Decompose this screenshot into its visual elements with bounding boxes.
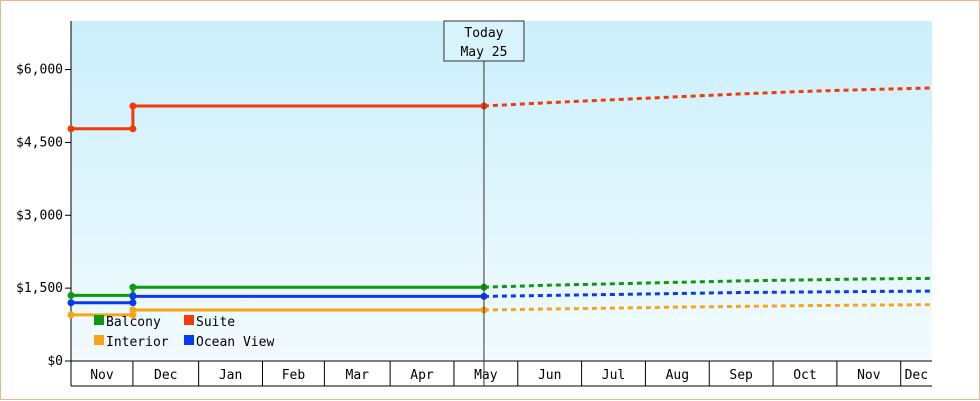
data-point [67,299,75,307]
month-label: Dec [154,368,177,383]
legend-label: Interior [106,335,169,350]
series-actual-line [71,104,484,131]
legend-label: Balcony [106,315,161,330]
series-forecast-line [483,289,933,298]
today-marker: Today May 25 [443,20,525,386]
data-point [129,299,137,307]
month-label: Apr [410,368,434,383]
legend-swatch [94,315,104,325]
series-layer [67,86,933,319]
month-label: Jan [219,368,242,383]
series-interior [67,303,933,319]
data-point [67,311,75,319]
month-label: Jun [538,368,561,383]
legend-label: Suite [196,315,235,330]
month-label: Dec [905,368,928,383]
y-tick-label: $0 [47,354,63,369]
month-label: Sep [729,368,753,383]
data-point [129,102,137,110]
data-point [67,125,75,133]
today-label: Today [464,26,503,41]
data-point [129,292,137,300]
today-date: May 25 [460,45,507,60]
y-axis: $0 $1,500 $3,000 $4,500 $6,000 [16,21,72,369]
data-point [129,311,137,319]
legend-swatch [184,315,194,325]
x-axis: Nov Dec Jan Feb Mar Apr May Jun Jul Aug Sep Oct Nov D… [70,360,932,387]
month-label: Nov [857,368,881,383]
y-tick-label: $1,500 [16,281,63,296]
series-suite [67,86,933,133]
data-point [129,125,137,133]
month-label: Mar [346,368,370,383]
month-label: May [474,368,498,383]
series-ocean-view [67,289,933,307]
month-label: Aug [666,368,689,383]
month-label: Jul [602,368,625,383]
legend-swatch [184,335,194,345]
series-forecast-line [483,303,933,312]
y-tick-label: $3,000 [16,208,63,223]
month-label: Feb [282,368,306,383]
month-label: Oct [793,368,816,383]
series-forecast-line [483,86,933,108]
legend-label: Ocean View [196,335,274,350]
today-box [443,20,525,62]
y-tick-label: $6,000 [16,63,63,78]
data-point [129,283,137,291]
data-point [67,291,75,299]
series-forecast-line [483,276,933,289]
legend: Balcony Suite Interior Ocean View [94,315,274,350]
y-tick-label: $4,500 [16,135,63,150]
legend-swatch [94,335,104,345]
series-actual-line [71,285,484,297]
plot-background [71,21,932,361]
month-label: Nov [90,368,114,383]
data-point [129,306,137,314]
